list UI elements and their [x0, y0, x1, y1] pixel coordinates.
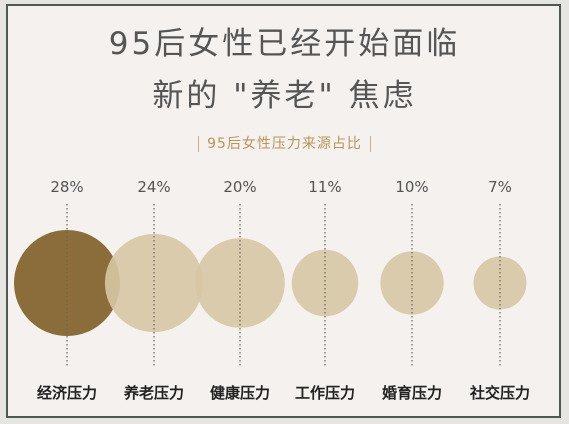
bubble-5 [473, 256, 527, 310]
value-label-1: 24% [137, 178, 170, 196]
category-label-0: 经济压力 [37, 384, 97, 402]
category-label-5: 社交压力 [469, 384, 530, 402]
bubble-0 [14, 230, 120, 336]
title-line-1: 95后女性已经开始面临 [108, 26, 461, 62]
value-label-3: 11% [308, 178, 341, 196]
bubble-1 [104, 233, 204, 333]
bubble-4 [380, 251, 444, 315]
value-label-0: 28% [50, 178, 83, 196]
bubble-3 [291, 249, 359, 317]
card-frame [6, 4, 561, 418]
bubble-2 [195, 238, 285, 328]
category-label-1: 养老压力 [123, 384, 184, 402]
category-label-4: 婚育压力 [382, 384, 442, 402]
category-label-3: 工作压力 [295, 384, 355, 402]
value-label-2: 20% [223, 178, 256, 196]
title-line-2: 新的 "养老" 焦虑 [152, 78, 417, 114]
category-label-2: 健康压力 [210, 384, 270, 402]
value-label-5: 7% [488, 178, 512, 196]
value-label-4: 10% [395, 178, 428, 196]
chart-subtitle: 95后女性压力来源占比 [198, 136, 371, 152]
